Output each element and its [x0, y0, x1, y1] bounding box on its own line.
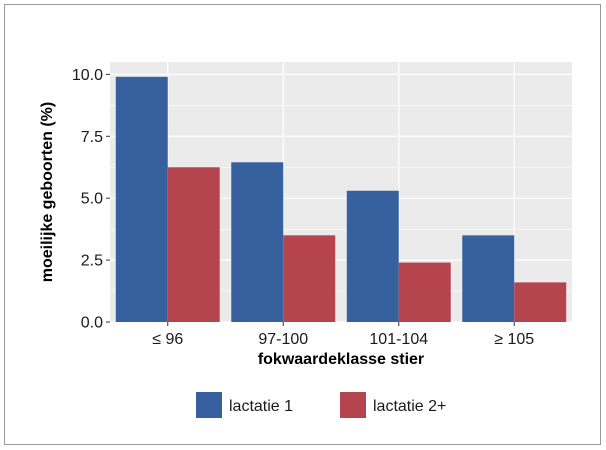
- bars: [115, 76, 567, 322]
- x-axis: ≤ 96 97-100 101-104 ≥ 105: [152, 322, 534, 348]
- bar-lactatie-2plus-0: [167, 167, 220, 322]
- legend-label: lactatie 1: [229, 398, 293, 415]
- y-tick-label: 5.0: [81, 191, 103, 208]
- legend: lactatie 1 lactatie 2+: [196, 392, 446, 418]
- x-tick-label: ≤ 96: [152, 331, 183, 348]
- legend-key: [196, 392, 222, 418]
- y-tick-label: 2.5: [81, 253, 103, 270]
- y-tick-label: 7.5: [81, 129, 103, 146]
- x-tick-label: ≥ 105: [494, 331, 534, 348]
- x-tick-label: 97-100: [258, 331, 308, 348]
- bar-lactatie-2plus-1: [283, 235, 336, 322]
- bar-lactatie-1-0: [115, 76, 168, 322]
- y-axis: 0.0 2.5 5.0 7.5 10.0: [72, 67, 110, 332]
- legend-label: lactatie 2+: [373, 398, 446, 415]
- bar-lactatie-1-3: [462, 235, 515, 322]
- bar-lactatie-2plus-2: [398, 262, 451, 322]
- legend-key: [340, 392, 366, 418]
- y-axis-title: moeilijke geboorten (%): [39, 102, 56, 282]
- y-tick-label: 0.0: [81, 315, 103, 332]
- bar-lactatie-2plus-3: [514, 282, 567, 322]
- y-tick-label: 10.0: [72, 67, 103, 84]
- bar-lactatie-1-1: [231, 162, 284, 322]
- x-axis-title: fokwaardeklasse stier: [258, 351, 424, 368]
- bar-lactatie-1-2: [346, 190, 399, 322]
- x-tick-label: 101-104: [369, 331, 428, 348]
